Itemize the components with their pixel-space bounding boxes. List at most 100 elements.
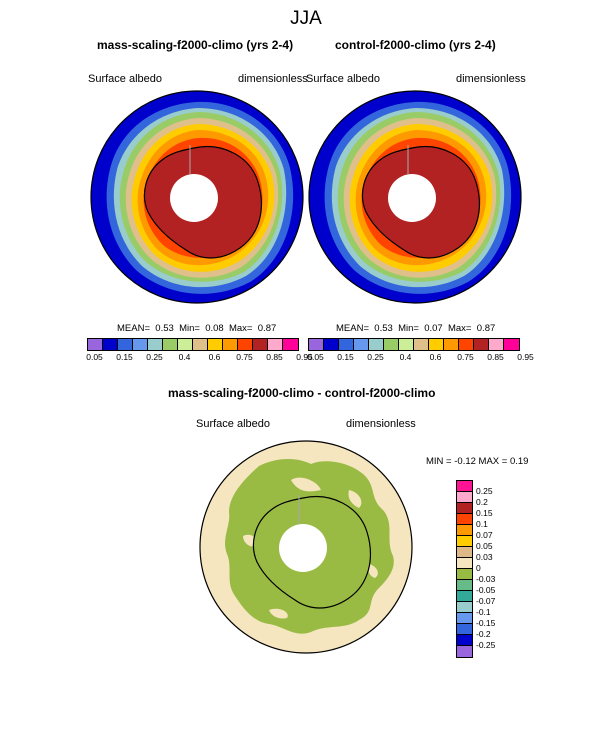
panel3-right-label: dimensionless bbox=[346, 418, 416, 430]
colorbar-tick-label: -0.1 bbox=[476, 607, 491, 617]
colorbar-tick-label: 0.25 bbox=[476, 486, 493, 496]
map-boundary bbox=[199, 440, 413, 654]
panel2-max-value: 0.87 bbox=[476, 323, 496, 334]
colorbar-tick-label: 0.03 bbox=[476, 552, 493, 562]
colorbar-swatch bbox=[103, 339, 118, 350]
panel3-max-label: MAX = bbox=[478, 456, 508, 467]
colorbar-tick-label: 0.15 bbox=[337, 352, 354, 362]
colorbar-swatch bbox=[457, 503, 472, 514]
colorbar-swatch bbox=[489, 339, 504, 350]
colorbar-swatch bbox=[223, 339, 238, 350]
colorbar-swatch bbox=[459, 339, 474, 350]
colorbar-tick-label: 0.05 bbox=[476, 541, 493, 551]
colorbar-swatch bbox=[474, 339, 489, 350]
panel2-title: control-f2000-climo (yrs 2-4) bbox=[335, 38, 496, 52]
coastline bbox=[361, 146, 480, 259]
colorbar-swatch bbox=[369, 339, 384, 350]
panel1-max-value: 0.87 bbox=[257, 323, 277, 334]
panel3-max-value: 0.19 bbox=[509, 456, 529, 467]
panel1-right-label: dimensionless bbox=[238, 73, 308, 85]
colorbar-tick-label: -0.03 bbox=[476, 574, 496, 584]
panel2-min-label: Min= bbox=[398, 323, 419, 334]
panel1-map bbox=[90, 90, 304, 304]
colorbar-swatch bbox=[268, 339, 283, 350]
colorbar-tick-label: 0.07 bbox=[476, 530, 493, 540]
colorbar-swatch bbox=[309, 339, 324, 350]
panel3-minmax: MIN = -0.12 MAX = 0.19 bbox=[426, 456, 528, 467]
colorbar-swatch bbox=[457, 613, 472, 624]
colorbar-tick-label: -0.05 bbox=[476, 585, 496, 595]
colorbar-tick-label: 0.75 bbox=[236, 352, 253, 362]
colorbar-tick-label: 0.05 bbox=[86, 352, 103, 362]
panel2-min-value: 0.07 bbox=[424, 323, 443, 334]
colorbar-tick-label: 0.4 bbox=[178, 352, 191, 362]
panel1-title: mass-scaling-f2000-climo (yrs 2-4) bbox=[97, 38, 294, 52]
colorbar-tick-label: 0.75 bbox=[457, 352, 474, 362]
colorbar-tick-label: 0.95 bbox=[517, 352, 534, 362]
panel3-title: mass-scaling-f2000-climo - control-f2000… bbox=[168, 386, 436, 400]
pole-hole bbox=[279, 524, 327, 572]
panel1-left-label: Surface albedo bbox=[88, 73, 162, 85]
colorbar-tick-label: 0.95 bbox=[296, 352, 313, 362]
colorbar-swatch bbox=[457, 624, 472, 635]
figure-title: JJA bbox=[290, 8, 322, 29]
colorbar-swatch bbox=[253, 339, 268, 350]
panel2-map bbox=[308, 90, 522, 304]
colorbar-tick-label: 0.25 bbox=[367, 352, 384, 362]
colorbar-tick-label: 0.15 bbox=[476, 508, 493, 518]
colorbar-tick-label: -0.15 bbox=[476, 618, 496, 628]
panel2-mean-label: MEAN= bbox=[336, 323, 369, 334]
colorbar-swatch bbox=[324, 339, 339, 350]
colorbar-tick-label: 0.15 bbox=[116, 352, 133, 362]
pole-hole bbox=[388, 174, 436, 222]
panel3-left-label: Surface albedo bbox=[196, 418, 270, 430]
panel1-colorbar bbox=[87, 338, 299, 351]
colorbar-tick-label: 0.6 bbox=[208, 352, 221, 362]
colorbar-swatch bbox=[457, 602, 472, 613]
colorbar-swatch bbox=[354, 339, 369, 350]
colorbar-swatch bbox=[457, 525, 472, 536]
panel3-min-value: -0.12 bbox=[454, 456, 476, 467]
panel1-colorbar-ticks: 0.05 0.15 0.25 0.4 0.6 0.75 0.85 0.95 bbox=[86, 352, 313, 364]
colorbar-swatch bbox=[399, 339, 414, 350]
colorbar-swatch bbox=[457, 536, 472, 547]
panel3-colorbar-ticks: 0.25 0.2 0.15 0.1 0.07 0.05 0.03 0 -0.03 -0.05 -0.… bbox=[476, 480, 516, 656]
colorbar-swatch bbox=[457, 492, 472, 503]
panel2-stats: MEAN= 0.53 Min= 0.07 Max= 0.87 bbox=[336, 323, 495, 334]
colorbar-tick-label: 0 bbox=[476, 563, 481, 573]
map-boundary bbox=[308, 90, 522, 304]
colorbar-swatch bbox=[444, 339, 459, 350]
colorbar-swatch bbox=[283, 339, 298, 350]
colorbar-tick-label: 0.25 bbox=[146, 352, 163, 362]
panel2-colorbar-ticks: 0.05 0.15 0.25 0.4 0.6 0.75 0.85 0.95 bbox=[307, 352, 534, 364]
colorbar-swatch bbox=[118, 339, 133, 350]
colorbar-swatch bbox=[339, 339, 354, 350]
colorbar-swatch bbox=[457, 646, 472, 657]
colorbar-swatch bbox=[178, 339, 193, 350]
colorbar-tick-label: -0.07 bbox=[476, 596, 496, 606]
colorbar-swatch bbox=[457, 635, 472, 646]
colorbar-swatch bbox=[457, 569, 472, 580]
colorbar-tick-label: 0.6 bbox=[429, 352, 442, 362]
colorbar-swatch bbox=[414, 339, 429, 350]
colorbar-swatch bbox=[208, 339, 223, 350]
panel3-min-label: MIN = bbox=[426, 456, 452, 467]
coastline bbox=[143, 146, 262, 259]
colorbar-tick-label: 0.85 bbox=[266, 352, 283, 362]
colorbar-tick-label: 0.2 bbox=[476, 497, 488, 507]
pole-hole bbox=[170, 174, 218, 222]
panel2-right-label: dimensionless bbox=[456, 73, 526, 85]
colorbar-tick-label: 0.1 bbox=[476, 519, 488, 529]
colorbar-tick-label: -0.2 bbox=[476, 629, 491, 639]
panel1-min-label: Min= bbox=[179, 323, 200, 334]
colorbar-tick-label: -0.25 bbox=[476, 640, 496, 650]
panel3-colorbar bbox=[456, 480, 473, 658]
colorbar-tick-label: 0.4 bbox=[399, 352, 412, 362]
colorbar-swatch bbox=[429, 339, 444, 350]
colorbar-swatch bbox=[504, 339, 519, 350]
panel1-stats: MEAN= 0.53 Min= 0.08 Max= 0.87 bbox=[117, 323, 276, 334]
colorbar-swatch bbox=[88, 339, 103, 350]
panel1-max-label: Max= bbox=[228, 323, 253, 334]
colorbar-swatch bbox=[457, 514, 472, 525]
